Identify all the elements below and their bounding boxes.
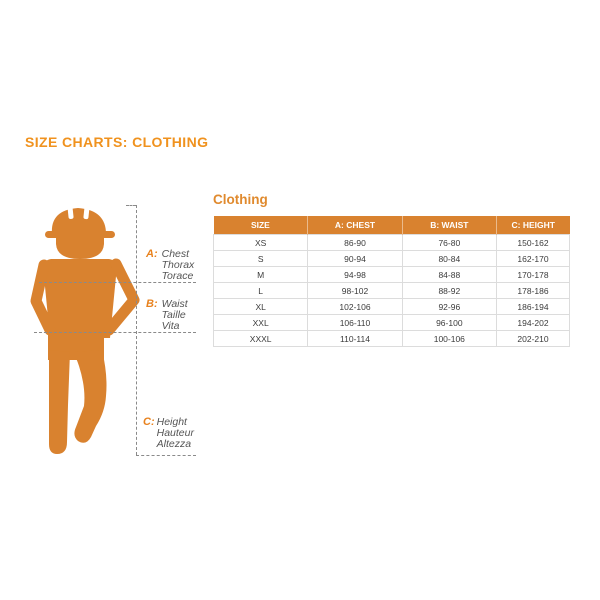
table-row: XS 86-90 76-80 150-162: [212, 234, 571, 251]
height-cell: 170-178: [495, 266, 571, 283]
chest-cell: 86-90: [307, 234, 403, 251]
waist-cell: 100-106: [401, 330, 497, 347]
height-cell: 194-202: [495, 314, 571, 331]
waist-cell: 88-92: [401, 282, 497, 299]
chest-label: A: Chest Thorax Torace: [146, 249, 194, 282]
chest-label-letter: A:: [146, 248, 158, 260]
size-cell: XXL: [212, 314, 309, 331]
worker-figure-icon: [30, 200, 140, 470]
height-label: C: Height Hauteur Altezza: [143, 417, 194, 450]
size-cell: XL: [212, 298, 309, 315]
size-cell: XS: [212, 234, 309, 251]
column-header-size: SIZE: [213, 216, 309, 235]
size-cell: XXXL: [212, 330, 309, 347]
height-cell: 162-170: [495, 250, 571, 267]
waist-label-line: Waist: [161, 298, 188, 310]
page-title: SIZE CHARTS: CLOTHING: [25, 134, 209, 150]
waist-label-letter: B:: [146, 298, 158, 310]
height-label-line: Altezza: [156, 438, 192, 450]
waist-label-line: Taille: [161, 309, 186, 321]
height-cell: 186-194: [495, 298, 571, 315]
chest-cell: 106-110: [307, 314, 403, 331]
height-label-line: Height: [156, 416, 187, 428]
waist-cell: 76-80: [401, 234, 497, 251]
height-cell: 178-186: [495, 282, 571, 299]
height-cell: 202-210: [495, 330, 571, 347]
size-cell: S: [212, 250, 309, 267]
table-row: XL 102-106 92-96 186-194: [212, 298, 571, 315]
height-cell: 150-162: [495, 234, 571, 251]
chest-cell: 94-98: [307, 266, 403, 283]
chest-cell: 110-114: [307, 330, 403, 347]
waist-label: B: Waist Taille Vita: [146, 299, 188, 332]
waist-cell: 84-88: [401, 266, 497, 283]
chest-cell: 90-94: [307, 250, 403, 267]
clothing-table-panel: Clothing SIZE A: CHEST B: WAIST C: HEIGH…: [212, 192, 571, 347]
waist-label-line: Vita: [161, 320, 180, 332]
waist-cell: 96-100: [401, 314, 497, 331]
chest-cell: 102-106: [307, 298, 403, 315]
table-row: S 90-94 80-84 162-170: [212, 250, 571, 267]
chest-label-line: Thorax: [161, 259, 195, 271]
chest-label-line: Torace: [161, 270, 194, 282]
size-cell: M: [212, 266, 309, 283]
column-header-chest: A: CHEST: [307, 216, 403, 235]
table-row: XXL 106-110 96-100 194-202: [212, 314, 571, 331]
waist-cell: 80-84: [401, 250, 497, 267]
height-vertical-line: [136, 205, 137, 455]
table-row: XXXL 110-114 100-106 202-210: [212, 330, 571, 347]
waist-guide-line: [34, 332, 196, 333]
size-cell: L: [212, 282, 309, 299]
worker-silhouette-svg: [30, 204, 140, 454]
table-heading: Clothing: [213, 192, 268, 207]
waist-cell: 92-96: [401, 298, 497, 315]
size-table: SIZE A: CHEST B: WAIST C: HEIGHT XS 86-9…: [212, 216, 571, 347]
height-label-letter: C:: [143, 416, 155, 428]
table-row: M 94-98 84-88 170-178: [212, 266, 571, 283]
column-header-height: C: HEIGHT: [496, 216, 570, 235]
table-header-row: SIZE A: CHEST B: WAIST C: HEIGHT: [213, 216, 570, 235]
chest-label-line: Chest: [161, 248, 190, 260]
height-bottom-line: [136, 455, 196, 456]
chest-guide-line: [39, 282, 196, 283]
height-label-line: Hauteur: [156, 427, 194, 439]
table-row: L 98-102 88-92 178-186: [212, 282, 571, 299]
column-header-waist: B: WAIST: [402, 216, 497, 235]
chest-cell: 98-102: [307, 282, 403, 299]
height-top-tick-line: [126, 205, 136, 206]
